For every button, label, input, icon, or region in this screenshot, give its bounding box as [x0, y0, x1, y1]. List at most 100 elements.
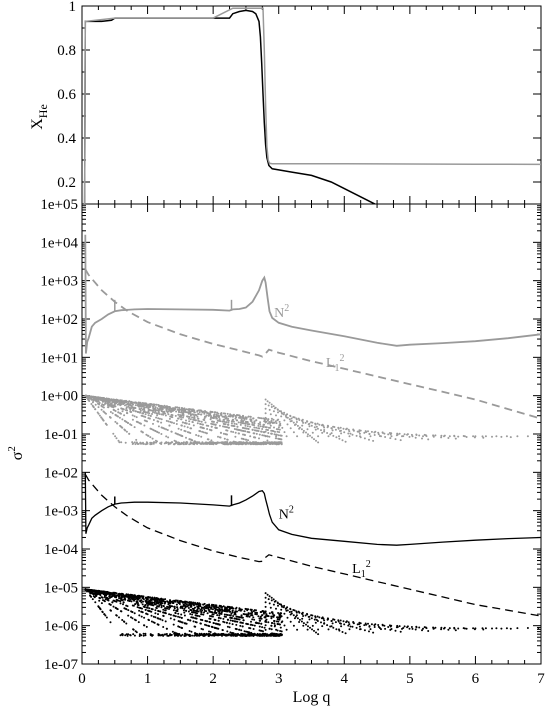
mode-dot [203, 611, 205, 614]
mode-dot [214, 423, 217, 426]
mode-dot [163, 427, 166, 430]
mode-dot [215, 416, 218, 418]
mode-dot [256, 429, 259, 432]
mode-dot [132, 628, 135, 631]
mode-dot [149, 436, 152, 439]
mode-dot [200, 613, 203, 616]
mode-dot [176, 406, 179, 409]
mode-dot [91, 598, 94, 601]
mode-dot [317, 628, 320, 631]
mode-dot [167, 443, 170, 446]
mode-dot [122, 408, 125, 411]
mode-dot [295, 421, 298, 423]
mode-dot [253, 618, 256, 621]
mode-dot [203, 442, 206, 445]
mode-dot [226, 443, 229, 446]
mode-dot [255, 621, 258, 624]
mode-dot [114, 600, 117, 603]
mode-dot [457, 627, 460, 630]
mode-dot [255, 609, 257, 612]
mode-dot [107, 401, 110, 404]
mode-dot [184, 422, 187, 425]
y-tick-label: 1e+01 [40, 350, 78, 366]
mode-dot [505, 435, 508, 438]
mode-dot [345, 428, 348, 431]
mode-dot [96, 398, 99, 401]
mode-dot [155, 403, 158, 406]
mode-dot [173, 618, 176, 621]
mode-dot [112, 432, 115, 435]
mode-dot [365, 431, 368, 434]
mode-dot [106, 598, 109, 601]
mode-dot [270, 596, 273, 599]
mode-dot [205, 606, 208, 608]
y-tick-label: 1e-02 [44, 465, 78, 481]
mode-dot [140, 615, 143, 618]
mode-dot [453, 627, 456, 630]
mode-dot [192, 424, 195, 427]
mode-dot [120, 441, 123, 444]
mode-dot [197, 604, 200, 607]
y-tick-label: 1e+05 [40, 197, 78, 213]
mode-dot [237, 432, 240, 435]
mode-dot [224, 417, 227, 420]
mode-dot [300, 428, 303, 431]
mode-dot [226, 423, 229, 426]
mode-dot [472, 435, 475, 438]
mode-dot [89, 592, 92, 595]
mode-dot [447, 437, 450, 439]
mode-dot [196, 422, 199, 425]
mode-dot [173, 422, 175, 425]
mode-dot [256, 441, 259, 444]
mode-dot [94, 408, 97, 411]
mode-dot [253, 436, 256, 439]
x-tick-label: 2 [209, 671, 217, 687]
mode-dot [178, 433, 181, 436]
mode-dot [102, 406, 105, 409]
mode-dot [227, 609, 230, 612]
mode-dot [249, 425, 252, 428]
mode-dot [282, 413, 285, 416]
mode-dot [157, 408, 160, 411]
mode-dot [208, 609, 211, 612]
mode-dot [177, 417, 179, 420]
mode-dot [265, 442, 268, 445]
mode-dot [208, 630, 210, 633]
mode-dot [187, 610, 190, 613]
mode-dot [187, 604, 190, 607]
mode-dot [115, 614, 118, 617]
mode-dot [231, 631, 234, 634]
mode-dot [204, 410, 206, 412]
mode-dot [270, 624, 273, 627]
mode-dot [112, 406, 115, 409]
mode-dot [152, 441, 155, 444]
mode-dot [244, 634, 247, 637]
mode-dot [340, 625, 343, 628]
mode-dot [244, 420, 247, 423]
mode-dot [264, 403, 267, 406]
mode-dot [399, 630, 402, 633]
mode-dot [207, 442, 209, 444]
mode-dot [321, 625, 324, 628]
mode-dot [225, 610, 228, 613]
mode-dot [258, 443, 261, 445]
mode-dot [147, 407, 150, 410]
mode-dot [175, 609, 178, 612]
mode-dot [262, 417, 265, 420]
mode-dot [273, 426, 275, 429]
mode-dot [188, 601, 191, 604]
mode-dot [252, 417, 255, 420]
mode-dot [215, 417, 218, 420]
mode-dot [183, 425, 186, 428]
mode-dot [185, 436, 187, 439]
mode-dot [162, 412, 165, 415]
mode-dot [327, 618, 330, 620]
mode-dot [248, 431, 251, 434]
mode-dot [233, 617, 236, 620]
mode-dot [427, 630, 430, 632]
mode-dot [129, 403, 131, 406]
mode-dot [342, 620, 345, 623]
mode-dot [181, 601, 184, 604]
mode-dot [199, 422, 202, 425]
mode-dot [308, 425, 311, 428]
